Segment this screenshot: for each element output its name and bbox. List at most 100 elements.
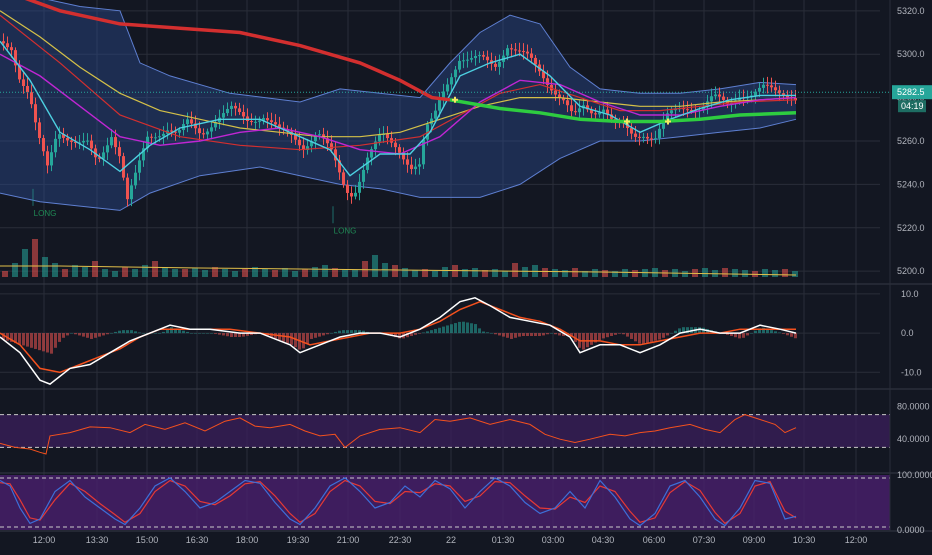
candle-body[interactable] bbox=[18, 65, 21, 80]
candle-body[interactable] bbox=[406, 159, 409, 165]
candle-body[interactable] bbox=[594, 113, 597, 115]
candle-body[interactable] bbox=[602, 109, 605, 113]
candle-body[interactable] bbox=[254, 121, 257, 123]
candle-body[interactable] bbox=[54, 138, 57, 153]
candle-body[interactable] bbox=[270, 120, 273, 123]
macd-pane[interactable] bbox=[0, 297, 797, 385]
candle-body[interactable] bbox=[682, 108, 685, 110]
candle-body[interactable] bbox=[302, 145, 305, 150]
candle-body[interactable] bbox=[378, 135, 381, 142]
candle-body[interactable] bbox=[190, 119, 193, 124]
candle-body[interactable] bbox=[570, 105, 573, 112]
candle-body[interactable] bbox=[446, 84, 449, 92]
candle-body[interactable] bbox=[762, 84, 765, 88]
candle-body[interactable] bbox=[442, 91, 445, 100]
candle-body[interactable] bbox=[782, 93, 785, 96]
candle-body[interactable] bbox=[710, 96, 713, 102]
candle-body[interactable] bbox=[410, 164, 413, 170]
candle-body[interactable] bbox=[562, 97, 565, 101]
candle-body[interactable] bbox=[106, 145, 109, 153]
candle-body[interactable] bbox=[178, 130, 181, 133]
candle-body[interactable] bbox=[294, 134, 297, 140]
candle-body[interactable] bbox=[134, 172, 137, 186]
candle-body[interactable] bbox=[658, 128, 661, 139]
candle-body[interactable] bbox=[758, 87, 761, 92]
candle-body[interactable] bbox=[666, 113, 669, 120]
candle-body[interactable] bbox=[362, 169, 365, 182]
candle-body[interactable] bbox=[370, 149, 373, 158]
candle-body[interactable] bbox=[86, 140, 89, 142]
candle-body[interactable] bbox=[274, 122, 277, 125]
candle-body[interactable] bbox=[34, 104, 37, 123]
candle-body[interactable] bbox=[586, 105, 589, 110]
candle-body[interactable] bbox=[238, 108, 241, 113]
candle-body[interactable] bbox=[314, 135, 317, 142]
candle-body[interactable] bbox=[306, 146, 309, 150]
candle-body[interactable] bbox=[522, 51, 525, 53]
candle-body[interactable] bbox=[638, 136, 641, 138]
candle-body[interactable] bbox=[450, 77, 453, 85]
candle-body[interactable] bbox=[634, 133, 637, 137]
candle-body[interactable] bbox=[154, 137, 157, 139]
candle-body[interactable] bbox=[122, 156, 125, 178]
candle-body[interactable] bbox=[558, 94, 561, 98]
candle-body[interactable] bbox=[242, 112, 245, 117]
candle-body[interactable] bbox=[58, 134, 61, 139]
candle-body[interactable] bbox=[438, 99, 441, 111]
candle-body[interactable] bbox=[486, 56, 489, 61]
candle-body[interactable] bbox=[458, 60, 461, 70]
candle-body[interactable] bbox=[118, 147, 121, 157]
candle-body[interactable] bbox=[210, 127, 213, 132]
candle-body[interactable] bbox=[578, 108, 581, 113]
candle-body[interactable] bbox=[434, 110, 437, 119]
candle-body[interactable] bbox=[466, 59, 469, 61]
candle-body[interactable] bbox=[546, 78, 549, 85]
candle-body[interactable] bbox=[770, 85, 773, 88]
candle-body[interactable] bbox=[358, 181, 361, 193]
rsi-pane[interactable] bbox=[0, 414, 890, 455]
candle-body[interactable] bbox=[266, 118, 269, 121]
candle-body[interactable] bbox=[414, 166, 417, 170]
candle-body[interactable] bbox=[298, 139, 301, 146]
candle-body[interactable] bbox=[418, 164, 421, 167]
candle-body[interactable] bbox=[714, 94, 717, 97]
candle-body[interactable] bbox=[534, 57, 537, 65]
candle-body[interactable] bbox=[110, 137, 113, 146]
candle-body[interactable] bbox=[630, 128, 633, 134]
candle-body[interactable] bbox=[74, 141, 77, 143]
candle-body[interactable] bbox=[662, 119, 665, 129]
candle-body[interactable] bbox=[2, 41, 5, 44]
candle-body[interactable] bbox=[66, 137, 69, 141]
candle-body[interactable] bbox=[98, 157, 101, 159]
candle-body[interactable] bbox=[454, 69, 457, 78]
candle-body[interactable] bbox=[606, 109, 609, 115]
candle-body[interactable] bbox=[198, 128, 201, 134]
candle-body[interactable] bbox=[702, 106, 705, 111]
candle-body[interactable] bbox=[478, 55, 481, 57]
candle-body[interactable] bbox=[510, 48, 513, 50]
candle-body[interactable] bbox=[114, 137, 117, 148]
candle-body[interactable] bbox=[670, 110, 673, 114]
candle-body[interactable] bbox=[6, 43, 9, 48]
stochastic-pane[interactable] bbox=[0, 475, 890, 530]
candle-body[interactable] bbox=[334, 149, 337, 161]
candle-body[interactable] bbox=[506, 48, 509, 56]
candle-body[interactable] bbox=[186, 119, 189, 125]
candle-body[interactable] bbox=[574, 111, 577, 113]
candle-body[interactable] bbox=[170, 130, 173, 132]
candle-body[interactable] bbox=[642, 136, 645, 138]
candle-body[interactable] bbox=[646, 136, 649, 139]
candle-body[interactable] bbox=[250, 121, 253, 123]
candle-body[interactable] bbox=[174, 131, 177, 133]
candle-body[interactable] bbox=[62, 134, 65, 138]
candle-body[interactable] bbox=[46, 151, 49, 166]
candle-body[interactable] bbox=[194, 123, 197, 129]
candle-body[interactable] bbox=[598, 112, 601, 115]
candle-body[interactable] bbox=[142, 148, 145, 161]
candle-body[interactable] bbox=[394, 142, 397, 148]
candle-body[interactable] bbox=[718, 94, 721, 97]
candle-body[interactable] bbox=[318, 134, 321, 136]
candle-body[interactable] bbox=[778, 90, 781, 94]
candle-body[interactable] bbox=[234, 105, 237, 109]
